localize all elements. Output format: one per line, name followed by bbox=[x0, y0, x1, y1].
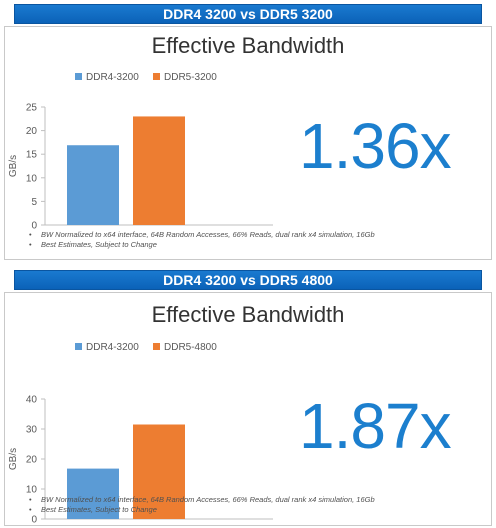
bullet-icon: • bbox=[29, 505, 32, 514]
footnotes: • BW Normalized to x64 interface, 64B Ran… bbox=[29, 495, 375, 515]
footnote-text: Best Estimates, Subject to Change bbox=[41, 240, 157, 249]
legend-swatch-ddr5 bbox=[153, 73, 160, 80]
chart-title: Effective Bandwidth bbox=[151, 302, 345, 327]
legend-swatch-ddr4 bbox=[75, 73, 82, 80]
speedup-ratio: 1.87x bbox=[299, 390, 452, 462]
footnotes: • BW Normalized to x64 interface, 64B Ran… bbox=[29, 230, 375, 250]
bullet-icon: • bbox=[29, 495, 32, 504]
legend-item-ddr4: DDR4-3200 bbox=[75, 342, 139, 353]
footnote-line: • Best Estimates, Subject to Change bbox=[29, 240, 375, 250]
legend-swatch-ddr5 bbox=[153, 343, 160, 350]
bullet-icon: • bbox=[29, 230, 32, 239]
legend-label-ddr5: DDR5-4800 bbox=[164, 342, 217, 353]
chart-title: Effective Bandwidth bbox=[151, 33, 345, 58]
y-axis-title: GB/s bbox=[8, 448, 19, 470]
speedup-ratio: 1.36x bbox=[299, 110, 452, 182]
chart-legend: DDR4-3200 DDR5-3200 bbox=[75, 72, 275, 86]
bar-ddr4 bbox=[67, 468, 119, 519]
chart-card: Effective Bandwidth DDR4-3200 DDR5-3200 … bbox=[4, 26, 492, 260]
panel-header: DDR4 3200 vs DDR5 4800 bbox=[14, 270, 482, 290]
footnote-text: BW Normalized to x64 interface, 64B Rand… bbox=[41, 230, 375, 239]
y-axis-title: GB/s bbox=[8, 155, 19, 177]
y-tick-label: 10 bbox=[26, 173, 38, 184]
y-tick-label: 20 bbox=[26, 455, 38, 466]
footnote-text: Best Estimates, Subject to Change bbox=[41, 505, 157, 514]
y-tick-label: 5 bbox=[31, 197, 37, 208]
bar-ddr4 bbox=[67, 145, 119, 225]
y-tick-label: 0 bbox=[31, 221, 37, 232]
y-tick-label: 30 bbox=[26, 425, 38, 436]
bar-chart: 0 10 20 30 40 GB/s bbox=[8, 395, 273, 526]
legend-label-ddr4: DDR4-3200 bbox=[86, 342, 139, 353]
y-tick-label: 15 bbox=[26, 150, 38, 161]
legend-label-ddr5: DDR5-3200 bbox=[164, 72, 217, 83]
chart-card: Effective Bandwidth DDR4-3200 DDR5-4800 … bbox=[4, 292, 492, 526]
footnote-text: BW Normalized to x64 interface, 64B Rand… bbox=[41, 495, 375, 504]
bar-chart: 0 5 10 15 20 25 GB/s bbox=[8, 103, 273, 232]
legend-item-ddr5: DDR5-3200 bbox=[153, 72, 217, 83]
y-tick-label: 10 bbox=[26, 485, 38, 496]
bar-ddr5 bbox=[133, 424, 185, 519]
panel-header: DDR4 3200 vs DDR5 3200 bbox=[14, 4, 482, 24]
comparison-panel-ddr5-3200: DDR4 3200 vs DDR5 3200 Effective Bandwid… bbox=[0, 0, 496, 262]
footnote-line: • BW Normalized to x64 interface, 64B Ran… bbox=[29, 495, 375, 505]
legend-swatch-ddr4 bbox=[75, 343, 82, 350]
legend-item-ddr5: DDR5-4800 bbox=[153, 342, 217, 353]
legend-item-ddr4: DDR4-3200 bbox=[75, 72, 139, 83]
comparison-panel-ddr5-4800: DDR4 3200 vs DDR5 4800 Effective Bandwid… bbox=[0, 266, 496, 528]
bar-ddr5 bbox=[133, 116, 185, 225]
y-tick-label: 20 bbox=[26, 126, 38, 137]
y-tick-label: 25 bbox=[26, 103, 38, 114]
bullet-icon: • bbox=[29, 240, 32, 249]
chart-legend: DDR4-3200 DDR5-4800 bbox=[75, 342, 275, 356]
footnote-line: • Best Estimates, Subject to Change bbox=[29, 505, 375, 515]
y-tick-label: 0 bbox=[31, 515, 37, 526]
footnote-line: • BW Normalized to x64 interface, 64B Ran… bbox=[29, 230, 375, 240]
y-tick-label: 40 bbox=[26, 395, 38, 406]
legend-label-ddr4: DDR4-3200 bbox=[86, 72, 139, 83]
